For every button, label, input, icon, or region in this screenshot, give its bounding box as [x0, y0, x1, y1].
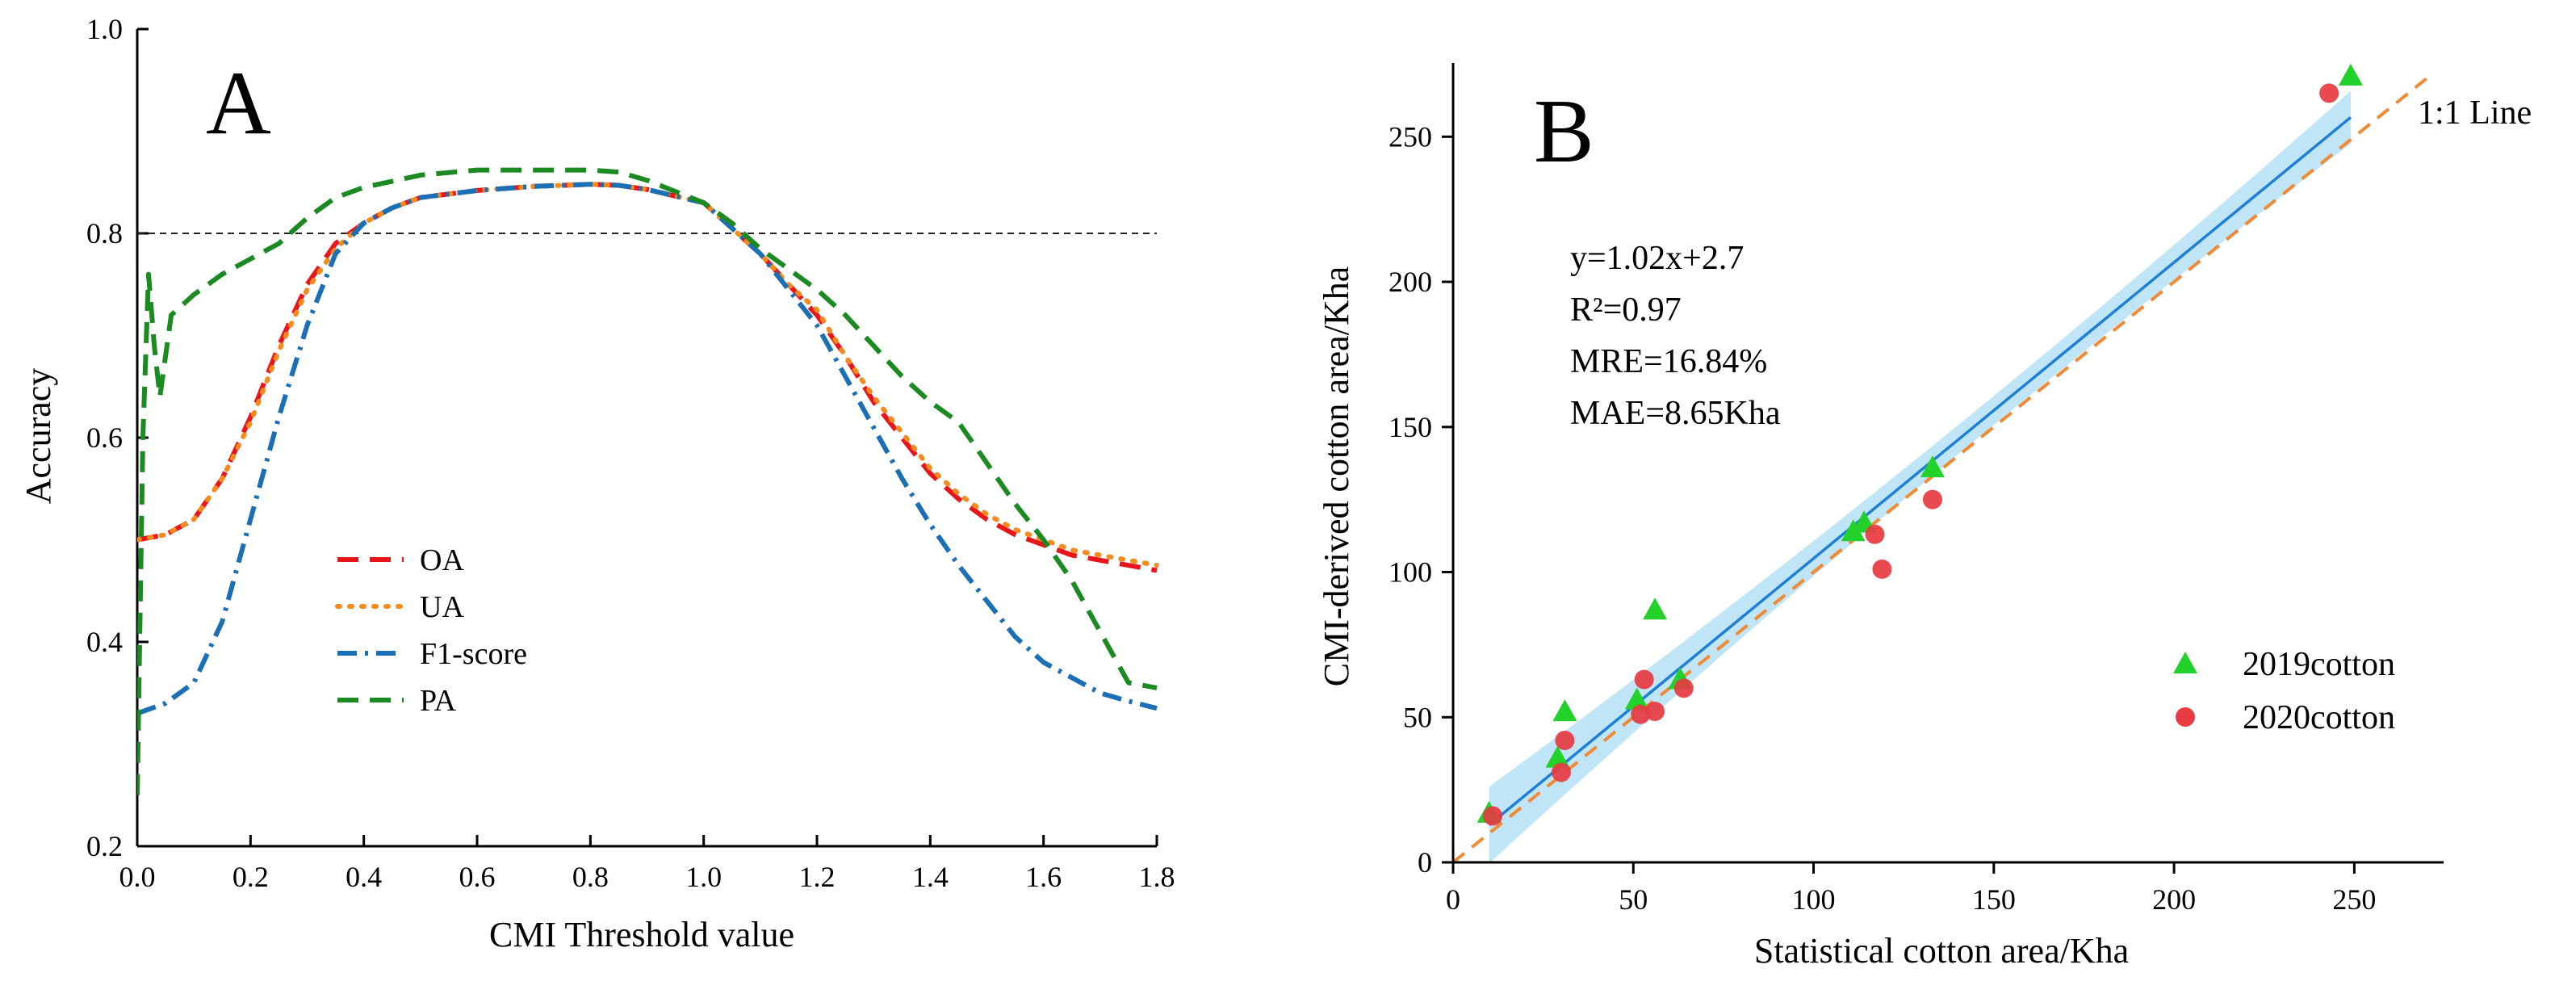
data-point-2020	[1483, 806, 1503, 826]
data-point-2020	[1551, 762, 1571, 782]
x-tick-label: 50	[1619, 883, 1648, 916]
series-line-pa	[137, 167, 1158, 795]
data-point-2020	[1631, 704, 1651, 724]
panel-a-series	[137, 167, 1158, 795]
series-line-oa	[137, 182, 1158, 573]
panel-b-y-label: CMI-derived cotton area/Kha	[1317, 266, 1356, 686]
data-point-2020	[1922, 489, 1942, 509]
y-tick-label: 0.6	[86, 421, 123, 454]
x-tick-label: 0.8	[572, 861, 609, 893]
legend-label: 2019cotton	[2243, 646, 2395, 683]
x-tick-label: 0.2	[232, 861, 269, 893]
x-tick-label: 100	[1792, 883, 1836, 916]
series-line-f1-score	[137, 182, 1158, 716]
x-tick-label: 0.4	[346, 861, 382, 893]
data-point-2019	[2338, 63, 2363, 86]
y-tick-label: 250	[1389, 120, 1432, 153]
panel-a-label: A	[206, 53, 271, 153]
data-point-2019	[1624, 687, 1649, 710]
x-tick-label: 1.4	[912, 861, 949, 893]
equation-line-mae: MAE=8.65Kha	[1570, 395, 1781, 432]
legend-label: UA	[420, 590, 464, 624]
x-tick-label: 0.0	[119, 861, 156, 893]
y-tick-label: 0.4	[86, 626, 123, 658]
y-tick-label: 0	[1418, 846, 1432, 878]
equation-line-fit: y=1.02x+2.7	[1570, 240, 1744, 277]
panel-b-points	[1476, 63, 2363, 826]
data-point-2020	[1673, 678, 1694, 698]
y-tick-label: 50	[1403, 701, 1432, 733]
data-point-2020	[1645, 702, 1665, 722]
x-tick-label: 1.0	[685, 861, 722, 893]
data-point-2020	[1555, 731, 1575, 751]
one-to-one-line	[1453, 77, 2427, 864]
one-to-one-line-label: 1:1 Line	[2418, 94, 2532, 132]
x-tick-label: 1.2	[799, 861, 836, 893]
panel-a-x-label: CMI Threshold value	[489, 915, 794, 954]
panel-b-x-label: Statistical cotton area/Kha	[1754, 931, 2129, 971]
confidence-band	[1489, 90, 2351, 864]
x-tick-label: 0	[1446, 883, 1460, 916]
x-tick-label: 0.6	[459, 861, 496, 893]
panel-b-scatter-chart: 0 50 100 150 200 250 0 50 100 150 200 250 B 1:1 Li…	[1317, 63, 2532, 971]
legend-label: OA	[420, 543, 464, 577]
legend-marker-circle	[2176, 707, 2195, 727]
data-point-2019	[1545, 745, 1570, 768]
y-tick-label: 1.0	[86, 13, 123, 45]
y-tick-label: 200	[1389, 266, 1432, 298]
x-tick-label: 1.8	[1139, 861, 1175, 893]
y-tick-label: 0.8	[86, 217, 123, 250]
data-point-2019	[1643, 598, 1668, 620]
legend-label: 2020cotton	[2243, 699, 2395, 736]
panel-a-x-ticks: 0.0 0.2 0.4 0.6 0.8 1.0 1.2 1.4 1.6 1.8	[119, 835, 1175, 893]
data-point-2020	[2319, 83, 2339, 103]
data-point-2020	[1634, 669, 1654, 690]
y-tick-label: 0.2	[86, 830, 123, 862]
panel-a-accuracy-chart: 0.20.40.60.81.0 0.0 0.2 0.4 0.6 0.8 1.0 1.2 1.4…	[19, 13, 1175, 954]
legend-label: PA	[420, 684, 457, 718]
data-point-2019	[1920, 455, 1945, 478]
data-point-2020	[1865, 524, 1885, 544]
panel-b-legend: 2019cotton 2020cotton	[2173, 646, 2395, 736]
data-point-2020	[1872, 559, 1892, 579]
regression-line	[1488, 115, 2352, 826]
panel-b-label: B	[1534, 82, 1594, 182]
panel-b-y-ticks: 0 50 100 150 200 250	[1389, 120, 1453, 878]
x-tick-label: 200	[2152, 883, 2196, 916]
equation-line-r2: R²=0.97	[1570, 291, 1682, 329]
x-tick-label: 150	[1972, 883, 2016, 916]
equation-line-mre: MRE=16.84%	[1570, 343, 1767, 380]
legend-marker-triangle	[2173, 652, 2197, 673]
legend-label: F1-score	[420, 637, 527, 671]
panel-a-y-label: Accuracy	[19, 368, 58, 505]
panel-a-legend: OA UA F1-score PA	[335, 543, 527, 718]
x-tick-label: 1.6	[1025, 861, 1062, 893]
y-tick-label: 150	[1389, 411, 1432, 443]
panel-b-x-ticks: 0 50 100 150 200 250	[1446, 862, 2376, 916]
y-tick-label: 100	[1389, 556, 1432, 589]
panel-a-y-ticks: 0.2 0.4 0.6 0.8 1.0	[86, 13, 149, 862]
x-tick-label: 250	[2332, 883, 2376, 916]
data-point-2019	[1552, 699, 1577, 722]
